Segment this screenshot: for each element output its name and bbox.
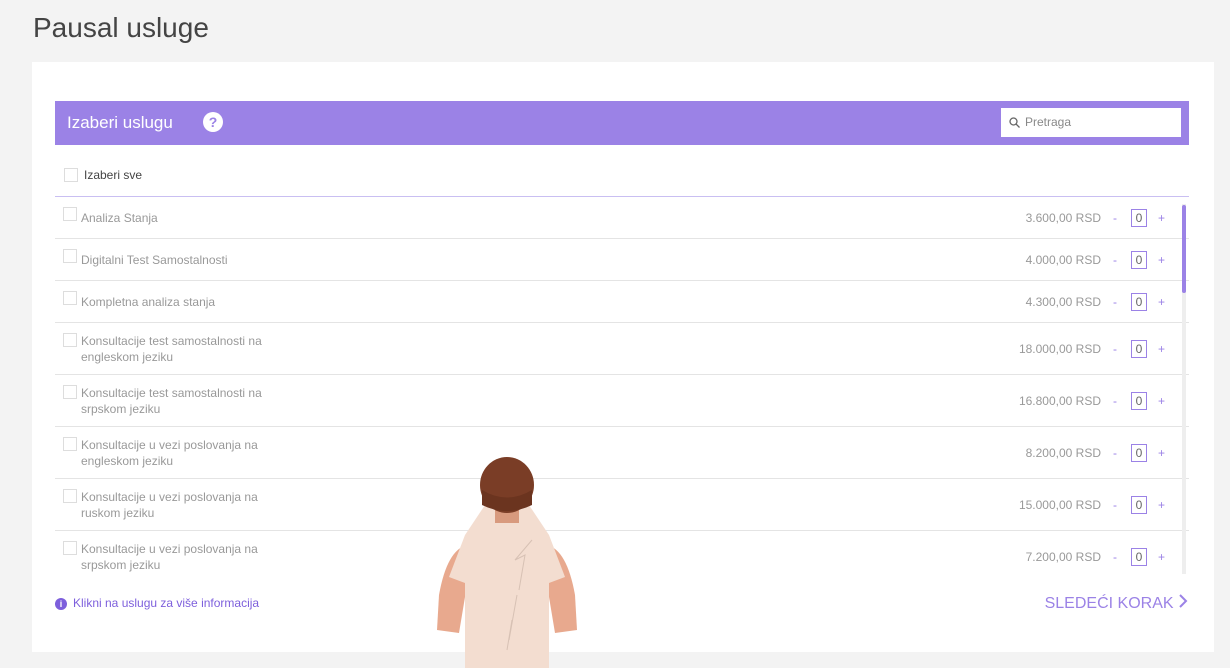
service-price: 4.000,00 RSD — [1026, 253, 1101, 267]
service-price: 16.800,00 RSD — [1019, 394, 1101, 408]
service-price: 8.200,00 RSD — [1026, 446, 1101, 460]
quantity[interactable]: 0 — [1131, 444, 1147, 462]
increase-button[interactable]: + — [1158, 446, 1165, 460]
panel-title: Izaberi uslugu — [67, 113, 173, 133]
decrease-button[interactable]: - — [1113, 211, 1117, 225]
help-icon[interactable]: ? — [203, 112, 223, 132]
service-row[interactable]: Analiza Stanja 3.600,00 RSD-0 + — [55, 197, 1189, 239]
service-price: 18.000,00 RSD — [1019, 342, 1101, 356]
service-name: Konsultacije u vezi poslovanja na engles… — [81, 433, 281, 473]
quantity[interactable]: 0 — [1131, 392, 1147, 410]
service-row[interactable]: Digitalni Test Samostalnosti 4.000,00 RSD… — [55, 239, 1189, 281]
row-checkbox[interactable] — [63, 489, 77, 503]
service-row[interactable]: Konsultacije test samostalnosti na engle… — [55, 323, 1189, 375]
decrease-button[interactable]: - — [1113, 498, 1117, 512]
service-name: Analiza Stanja — [81, 206, 281, 230]
increase-button[interactable]: + — [1158, 295, 1165, 309]
quantity[interactable]: 0 — [1131, 340, 1147, 358]
quantity[interactable]: 0 — [1131, 496, 1147, 514]
service-row[interactable]: Konsultacije u vezi poslovanja na srpsko… — [55, 531, 1189, 576]
decrease-button[interactable]: - — [1113, 295, 1117, 309]
search-placeholder: Pretraga — [1025, 115, 1071, 129]
increase-button[interactable]: + — [1158, 211, 1165, 225]
service-name: Konsultacije u vezi poslovanja na ruskom… — [81, 485, 281, 525]
row-checkbox[interactable] — [63, 207, 77, 221]
info-icon: i — [55, 598, 67, 610]
select-all-label: Izaberi sve — [84, 168, 142, 182]
page: Pausal usluge Izaberi uslugu ? Pretraga … — [0, 0, 1230, 668]
increase-button[interactable]: + — [1158, 394, 1165, 408]
quantity[interactable]: 0 — [1131, 209, 1147, 227]
person-illustration — [437, 455, 577, 668]
next-step-label: SLEDEĆI KORAK — [1045, 595, 1174, 612]
row-checkbox[interactable] — [63, 333, 77, 347]
increase-button[interactable]: + — [1158, 253, 1165, 267]
chevron — [1178, 594, 1188, 608]
panel-header: Izaberi uslugu ? Pretraga — [55, 101, 1189, 145]
row-checkbox[interactable] — [63, 385, 77, 399]
increase-button[interactable]: + — [1158, 498, 1165, 512]
service-row[interactable]: Konsultacije u vezi poslovanja na ruskom… — [55, 479, 1189, 531]
next-step-button[interactable]: SLEDEĆI KORAK — [1045, 594, 1188, 613]
service-price: 7.200,00 RSD — [1026, 550, 1101, 564]
quantity[interactable]: 0 — [1131, 548, 1147, 566]
service-name: Konsultacije u vezi poslovanja na srpsko… — [81, 537, 281, 577]
info-text: Klikni na uslugu za više informacija — [73, 596, 259, 610]
service-price: 15.000,00 RSD — [1019, 498, 1101, 512]
service-name: Digitalni Test Samostalnosti — [81, 248, 281, 272]
service-name: Konsultacije test samostalnosti na srpsk… — [81, 381, 281, 421]
row-checkbox[interactable] — [63, 291, 77, 305]
service-row[interactable]: Konsultacije u vezi poslovanja na engles… — [55, 427, 1189, 479]
card: Izaberi uslugu ? Pretraga Izaberi sve An… — [32, 62, 1214, 652]
service-row[interactable]: Kompletna analiza stanja 4.300,00 RSD-0 + — [55, 281, 1189, 323]
service-row[interactable]: Konsultacije test samostalnosti na srpsk… — [55, 375, 1189, 427]
increase-button[interactable]: + — [1158, 550, 1165, 564]
search-icon — [1009, 117, 1020, 128]
increase-button[interactable]: + — [1158, 342, 1165, 356]
quantity[interactable]: 0 — [1131, 293, 1147, 311]
page-title: Pausal usluge — [33, 12, 209, 44]
service-name: Kompletna analiza stanja — [81, 290, 281, 314]
quantity[interactable]: 0 — [1131, 251, 1147, 269]
scrollbar-thumb[interactable] — [1182, 205, 1186, 293]
service-price: 3.600,00 RSD — [1026, 211, 1101, 225]
row-checkbox[interactable] — [63, 437, 77, 451]
decrease-button[interactable]: - — [1113, 394, 1117, 408]
select-all-checkbox[interactable] — [64, 168, 78, 182]
service-name: Konsultacije test samostalnosti na engle… — [81, 329, 281, 369]
row-checkbox[interactable] — [63, 249, 77, 263]
decrease-button[interactable]: - — [1113, 253, 1117, 267]
row-checkbox[interactable] — [63, 541, 77, 555]
decrease-button[interactable]: - — [1113, 550, 1117, 564]
decrease-button[interactable]: - — [1113, 342, 1117, 356]
info-link[interactable]: i Klikni na uslugu za više informacija — [55, 596, 259, 610]
decrease-button[interactable]: - — [1113, 446, 1117, 460]
service-price: 4.300,00 RSD — [1026, 295, 1101, 309]
search-box[interactable]: Pretraga — [1001, 108, 1181, 137]
